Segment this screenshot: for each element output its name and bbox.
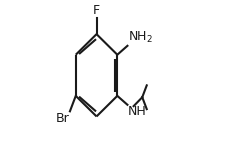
Text: NH: NH bbox=[128, 106, 146, 118]
Text: NH$_2$: NH$_2$ bbox=[128, 30, 152, 45]
Text: Br: Br bbox=[55, 112, 69, 125]
Text: F: F bbox=[92, 4, 100, 17]
